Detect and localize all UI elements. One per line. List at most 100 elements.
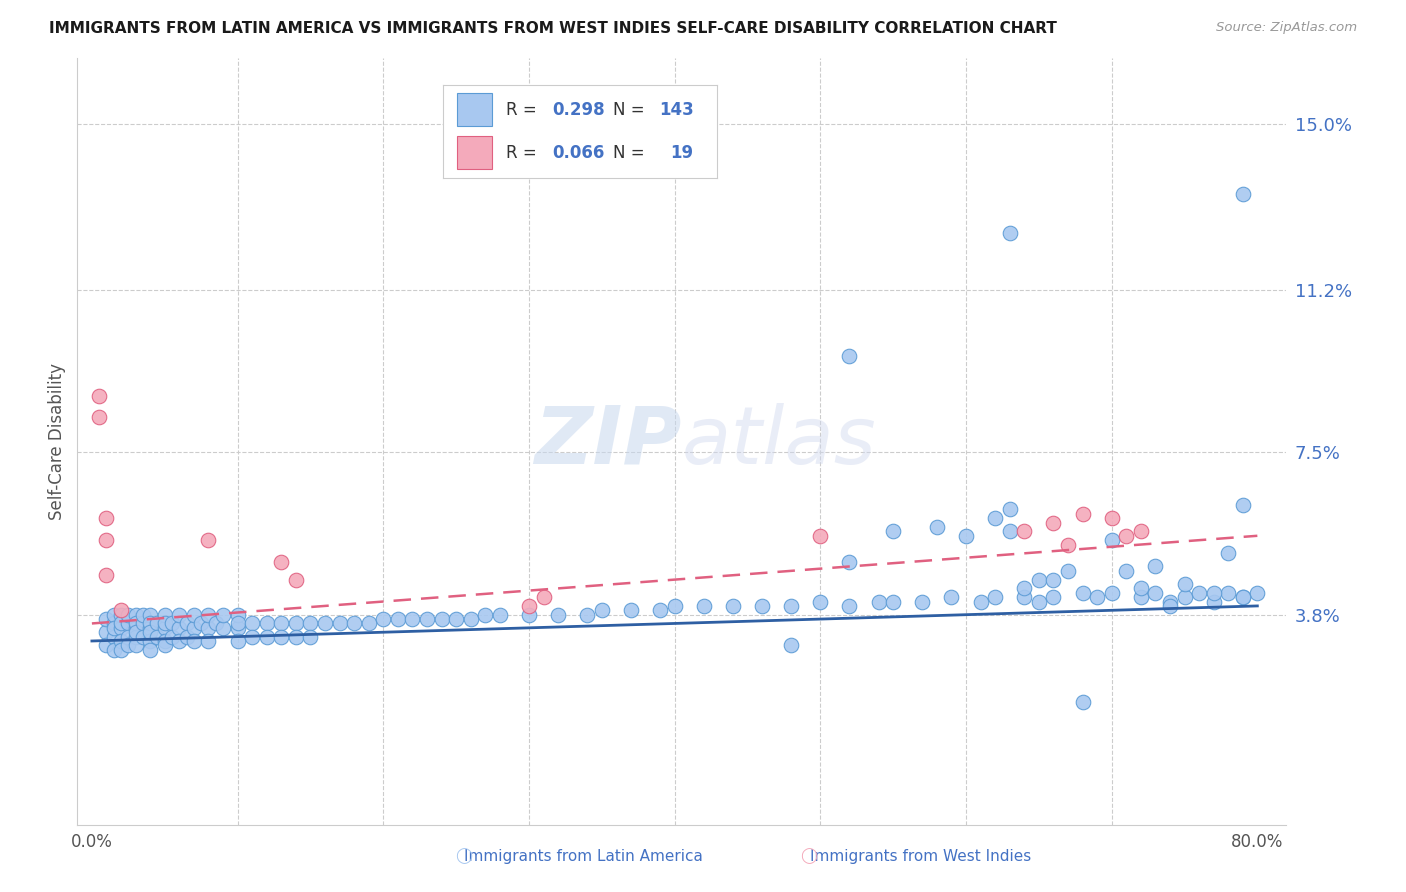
Point bbox=[969, 594, 991, 608]
Point bbox=[190, 616, 212, 631]
Point bbox=[1012, 582, 1035, 596]
Point bbox=[533, 590, 555, 604]
Y-axis label: Self-Care Disability: Self-Care Disability bbox=[48, 363, 66, 520]
Point bbox=[89, 410, 111, 425]
Point bbox=[998, 524, 1021, 539]
Point bbox=[444, 612, 467, 626]
Point bbox=[1012, 590, 1035, 604]
Point bbox=[1129, 590, 1152, 604]
Point bbox=[941, 590, 963, 604]
Text: ◯: ◯ bbox=[456, 848, 472, 864]
Point bbox=[517, 599, 540, 613]
Point bbox=[721, 599, 744, 613]
Point bbox=[153, 621, 176, 635]
Point bbox=[270, 616, 292, 631]
Point bbox=[1012, 524, 1035, 539]
Text: ◯: ◯ bbox=[800, 848, 817, 864]
Point bbox=[110, 642, 132, 657]
Point bbox=[1232, 590, 1254, 604]
Point bbox=[176, 630, 198, 644]
Point bbox=[693, 599, 716, 613]
Point bbox=[780, 639, 803, 653]
Text: N =: N = bbox=[613, 144, 644, 161]
Point bbox=[226, 616, 249, 631]
Point bbox=[270, 555, 292, 569]
Point bbox=[103, 642, 125, 657]
Point bbox=[169, 607, 191, 622]
Point bbox=[124, 616, 146, 631]
Point bbox=[1057, 537, 1080, 551]
Point bbox=[204, 616, 226, 631]
Point bbox=[284, 630, 307, 644]
Point bbox=[284, 573, 307, 587]
Point bbox=[1115, 529, 1137, 543]
Point bbox=[146, 630, 169, 644]
Point bbox=[1085, 590, 1108, 604]
Point bbox=[89, 388, 111, 402]
Point bbox=[1042, 573, 1064, 587]
Point bbox=[911, 594, 934, 608]
Point bbox=[284, 616, 307, 631]
Point bbox=[591, 603, 613, 617]
Point bbox=[1042, 590, 1064, 604]
Point bbox=[110, 621, 132, 635]
Point bbox=[1232, 498, 1254, 512]
Point bbox=[474, 607, 496, 622]
Point bbox=[117, 607, 139, 622]
Point bbox=[124, 607, 146, 622]
Point bbox=[373, 612, 395, 626]
Point bbox=[648, 603, 671, 617]
Point bbox=[146, 616, 169, 631]
Point bbox=[153, 616, 176, 631]
Point bbox=[838, 555, 860, 569]
Point bbox=[1028, 573, 1050, 587]
Point bbox=[240, 630, 263, 644]
Point bbox=[132, 616, 155, 631]
Point bbox=[96, 511, 118, 525]
Point bbox=[240, 616, 263, 631]
Point bbox=[103, 630, 125, 644]
Point bbox=[1129, 582, 1152, 596]
Point bbox=[1071, 507, 1094, 521]
Point bbox=[96, 625, 118, 640]
Point bbox=[1202, 586, 1225, 600]
Point bbox=[1101, 586, 1123, 600]
Text: 0.066: 0.066 bbox=[553, 144, 605, 161]
Point bbox=[620, 603, 643, 617]
Point bbox=[1173, 590, 1195, 604]
Point bbox=[808, 529, 831, 543]
Point bbox=[1071, 695, 1094, 709]
Point bbox=[124, 639, 146, 653]
Text: atlas: atlas bbox=[682, 402, 877, 481]
Point bbox=[984, 511, 1007, 525]
Point bbox=[96, 533, 118, 548]
Point bbox=[387, 612, 409, 626]
Point bbox=[430, 612, 453, 626]
Point bbox=[226, 607, 249, 622]
Point bbox=[96, 612, 118, 626]
Bar bbox=[457, 93, 492, 126]
Point bbox=[1115, 564, 1137, 578]
Point bbox=[256, 630, 278, 644]
Point bbox=[1028, 594, 1050, 608]
Point bbox=[1159, 599, 1181, 613]
Point bbox=[838, 349, 860, 363]
Point bbox=[1202, 594, 1225, 608]
Point bbox=[460, 612, 482, 626]
Point bbox=[808, 594, 831, 608]
Point bbox=[488, 607, 510, 622]
Point bbox=[1173, 577, 1195, 591]
Point bbox=[1232, 590, 1254, 604]
Text: IMMIGRANTS FROM LATIN AMERICA VS IMMIGRANTS FROM WEST INDIES SELF-CARE DISABILIT: IMMIGRANTS FROM LATIN AMERICA VS IMMIGRA… bbox=[49, 21, 1057, 36]
Point bbox=[357, 616, 380, 631]
Point bbox=[183, 621, 205, 635]
Point bbox=[1144, 586, 1167, 600]
Point bbox=[96, 639, 118, 653]
Point bbox=[1144, 559, 1167, 574]
Point bbox=[139, 607, 162, 622]
Point bbox=[197, 607, 219, 622]
Point bbox=[1232, 186, 1254, 201]
Bar bbox=[457, 136, 492, 169]
Point bbox=[925, 520, 948, 534]
Text: R =: R = bbox=[506, 144, 537, 161]
